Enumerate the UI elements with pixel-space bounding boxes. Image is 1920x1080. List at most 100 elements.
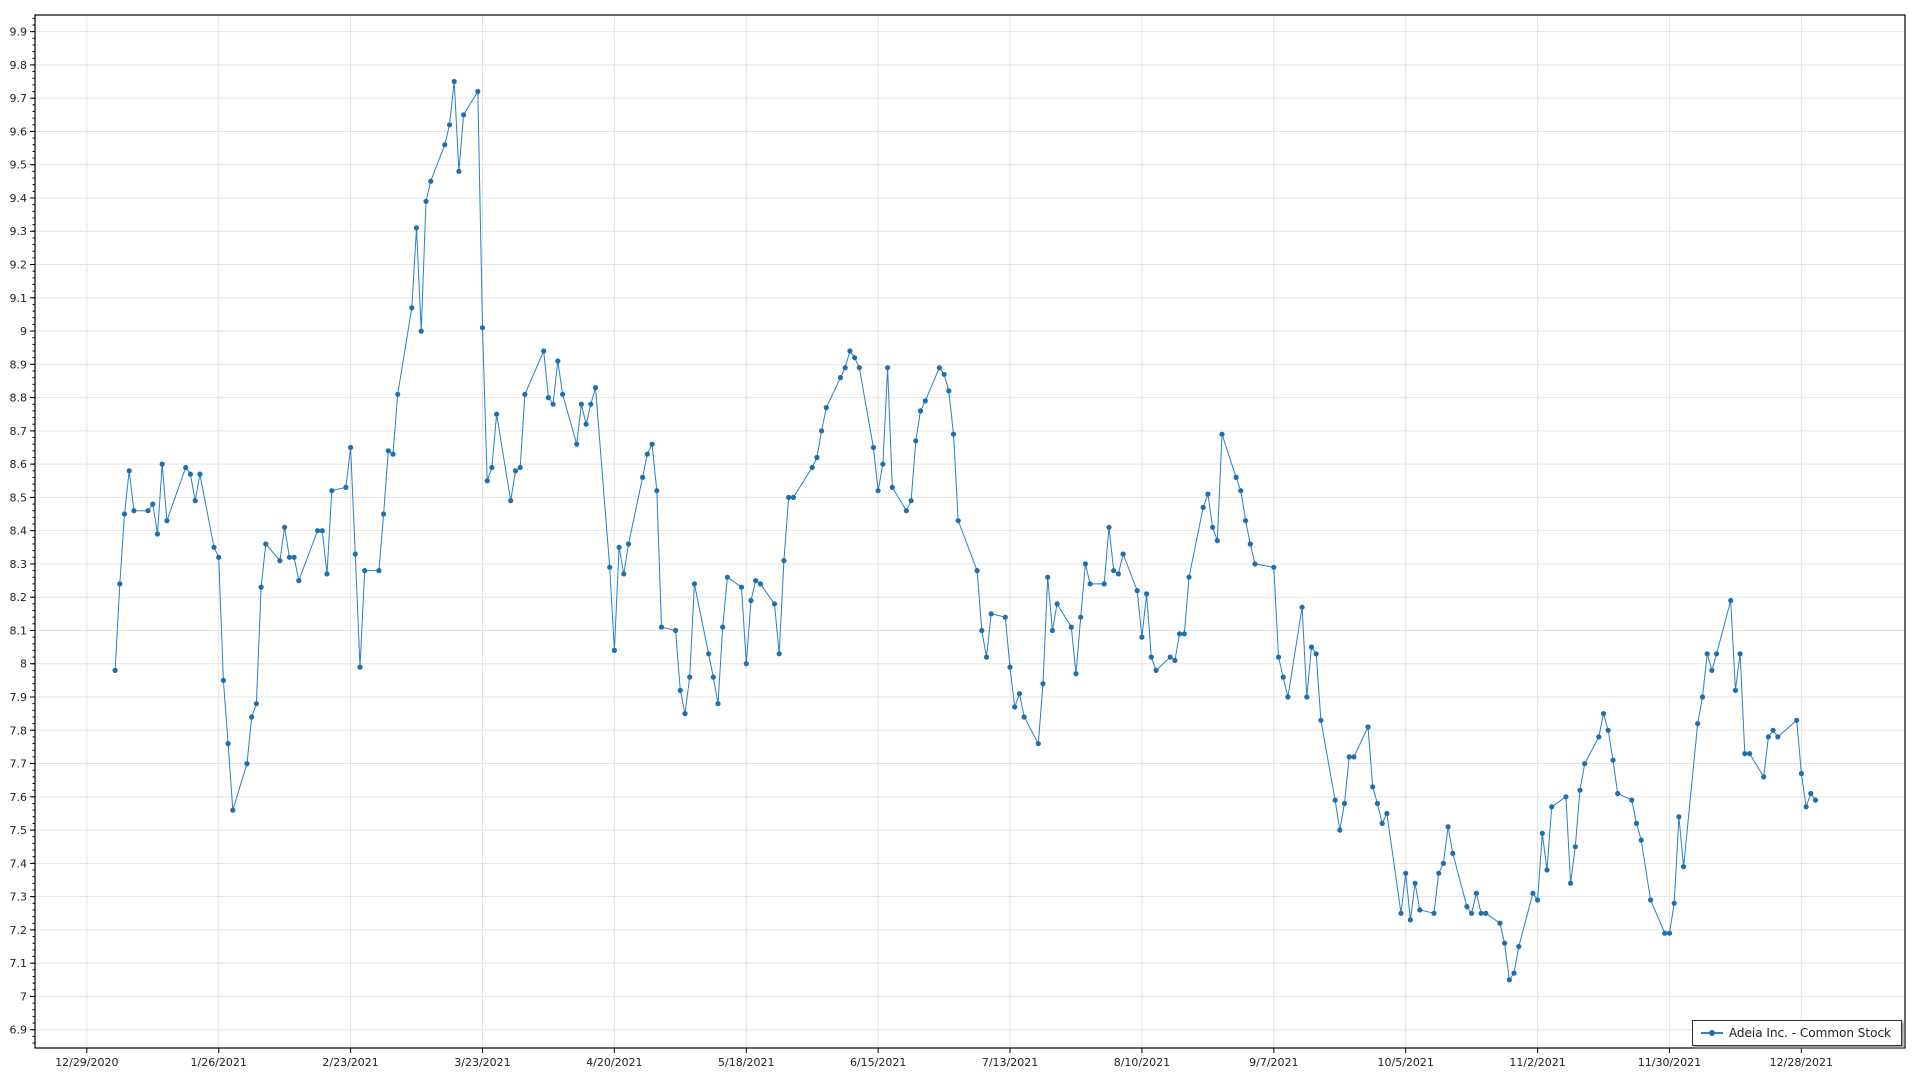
- data-point: [357, 664, 363, 670]
- y-tick-label: 8.5: [10, 491, 28, 504]
- data-point: [216, 554, 222, 560]
- data-point: [1450, 850, 1456, 857]
- data-point: [837, 375, 844, 381]
- data-point: [220, 677, 226, 684]
- data-point: [1115, 571, 1121, 577]
- data-point: [121, 511, 128, 517]
- data-point: [348, 444, 354, 451]
- data-point: [1398, 910, 1404, 916]
- data-point: [1177, 631, 1183, 637]
- data-point: [1761, 774, 1767, 780]
- data-point: [456, 168, 462, 174]
- data-point: [230, 807, 236, 813]
- data-point: [1681, 864, 1687, 870]
- data-point: [479, 325, 486, 331]
- data-point: [1506, 977, 1512, 983]
- data-point: [1271, 564, 1277, 570]
- data-point: [592, 385, 599, 391]
- y-tick-label: 9.7: [10, 92, 28, 105]
- data-point: [578, 401, 585, 407]
- y-tick-label: 8.3: [10, 558, 28, 571]
- data-point: [541, 348, 547, 354]
- y-tick-label: 8: [20, 658, 27, 671]
- data-point: [1200, 504, 1206, 510]
- legend: Adeia Inc. - Common Stock: [1691, 1020, 1902, 1046]
- data-point: [1337, 827, 1343, 833]
- data-point: [677, 687, 683, 694]
- data-point: [908, 498, 914, 504]
- y-tick-label: 8.2: [10, 591, 28, 604]
- y-tick-label: 7.6: [10, 791, 28, 804]
- data-point: [1483, 910, 1489, 916]
- data-point: [1021, 714, 1027, 720]
- data-point: [1351, 754, 1357, 760]
- y-tick-label: 9.6: [10, 125, 28, 138]
- data-point: [776, 651, 782, 657]
- data-point: [1808, 790, 1814, 797]
- data-point: [710, 674, 716, 680]
- data-point: [1530, 890, 1536, 896]
- data-point: [738, 584, 745, 590]
- data-point: [555, 358, 561, 364]
- data-point: [1082, 561, 1088, 567]
- data-point: [1304, 694, 1310, 700]
- data-point: [1341, 800, 1348, 807]
- data-point: [1516, 943, 1522, 950]
- data-point: [583, 421, 589, 427]
- y-tick-label: 9.1: [10, 292, 28, 305]
- data-point: [1638, 837, 1644, 843]
- grid: [35, 15, 1905, 1048]
- data-point: [607, 564, 613, 570]
- data-point: [673, 627, 679, 634]
- data-point: [1148, 654, 1154, 660]
- data-point: [1285, 694, 1291, 700]
- y-tick-label: 7.4: [10, 857, 28, 870]
- data-point: [1671, 900, 1677, 906]
- y-tick-label: 9.9: [10, 26, 28, 39]
- data-point: [1436, 870, 1442, 876]
- data-point: [1464, 904, 1470, 910]
- data-point: [1002, 614, 1008, 620]
- data-point: [522, 391, 528, 397]
- data-point: [1469, 910, 1475, 916]
- data-point: [1803, 804, 1809, 810]
- x-tick-label: 8/10/2021: [1114, 1056, 1170, 1069]
- data-point: [842, 365, 848, 371]
- data-point: [1035, 741, 1041, 747]
- data-point: [753, 578, 759, 584]
- data-point: [1563, 794, 1569, 800]
- data-point: [1346, 754, 1352, 760]
- data-point: [885, 365, 891, 371]
- data-point: [1704, 651, 1710, 657]
- x-tick-label: 11/30/2021: [1638, 1056, 1701, 1069]
- legend-line-marker-icon: [1700, 1030, 1723, 1036]
- data-point: [1568, 880, 1574, 886]
- data-point: [1280, 674, 1286, 680]
- data-point: [1214, 538, 1220, 544]
- data-point: [950, 431, 957, 437]
- x-tick-label: 7/13/2021: [982, 1056, 1038, 1069]
- data-point: [1502, 940, 1508, 946]
- data-point: [1049, 627, 1055, 634]
- data-point: [903, 508, 910, 514]
- data-point: [1374, 800, 1380, 807]
- data-point: [1714, 651, 1720, 657]
- data-point: [771, 601, 778, 607]
- data-point: [1172, 657, 1178, 664]
- data-point: [852, 355, 858, 361]
- data-point: [574, 441, 580, 447]
- data-point: [517, 464, 523, 471]
- data-point: [724, 574, 731, 580]
- data-point: [1596, 734, 1602, 740]
- data-point: [1544, 867, 1550, 873]
- data-point: [706, 651, 712, 657]
- data-point: [1016, 691, 1023, 697]
- data-point: [814, 454, 820, 461]
- data-point: [187, 471, 193, 477]
- data-point: [1798, 770, 1804, 777]
- y-tick-label: 7.2: [10, 924, 28, 937]
- y-tick-label: 9.2: [10, 259, 28, 272]
- data-point: [319, 528, 325, 534]
- data-point: [376, 568, 382, 574]
